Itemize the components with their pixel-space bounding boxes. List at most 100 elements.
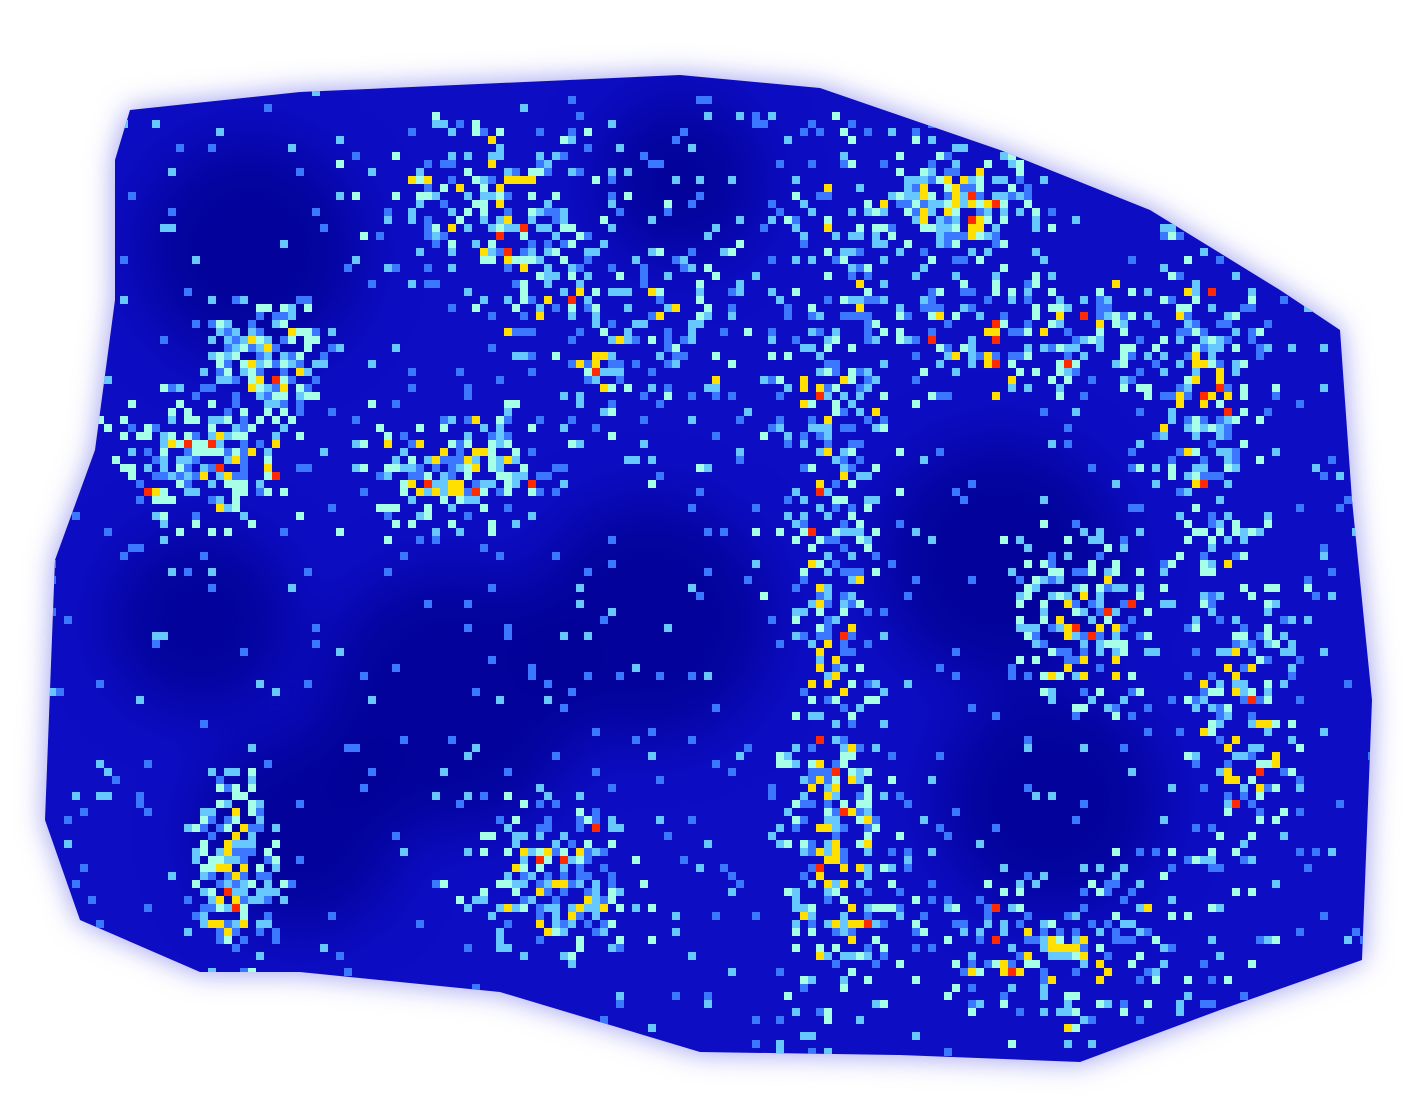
speckle [120,120,128,128]
speckle [696,864,704,872]
speckle [920,304,928,312]
speckle [560,464,568,472]
speckle [1232,648,1240,656]
speckle [120,1016,128,1024]
speckle [256,800,264,808]
speckle [968,576,976,584]
speckle [1208,304,1216,312]
speckle [416,248,424,256]
speckle [192,432,200,440]
speckle [336,1032,344,1040]
speckle [584,896,592,904]
speckle [680,128,688,136]
speckle [360,80,368,88]
speckle [576,808,584,816]
speckle [264,488,272,496]
speckle [952,184,960,192]
speckle [872,424,880,432]
speckle [536,864,544,872]
speckle [160,496,168,504]
speckle [1320,344,1328,352]
speckle [848,464,856,472]
speckle [192,440,200,448]
speckle [992,824,1000,832]
speckle [888,96,896,104]
speckle [1016,576,1024,584]
speckle [1232,800,1240,808]
speckle [800,688,808,696]
speckle [1104,968,1112,976]
speckle [808,776,816,784]
speckle [1168,456,1176,464]
speckle [568,416,576,424]
speckle [80,424,88,432]
speckle [592,304,600,312]
speckle [848,904,856,912]
speckle [296,400,304,408]
speckle [848,75,856,80]
speckle [416,920,424,928]
speckle [1256,768,1264,776]
speckle [520,832,528,840]
speckle [944,208,952,216]
speckle [952,256,960,264]
speckle [1120,360,1128,368]
speckle [1048,672,1056,680]
speckle [824,296,832,304]
speckle [968,960,976,968]
speckle [856,368,864,376]
speckle [816,824,824,832]
speckle [520,280,528,288]
speckle [528,896,536,904]
speckle [240,432,248,440]
speckle [744,576,752,584]
speckle [232,1048,240,1056]
speckle [288,416,296,424]
speckle [552,920,560,928]
speckle [608,176,616,184]
speckle [864,384,872,392]
speckle [424,512,432,520]
speckle [856,312,864,320]
speckle [1008,192,1016,200]
speckle [1096,592,1104,600]
speckle [912,896,920,904]
speckle [1192,856,1200,864]
speckle [192,512,200,520]
speckle [784,432,792,440]
speckle [1192,424,1200,432]
speckle [1048,320,1056,328]
speckle [840,928,848,936]
speckle [520,872,528,880]
speckle [1120,544,1128,552]
speckle [432,224,440,232]
speckle [1216,416,1224,424]
speckle [440,488,448,496]
speckle [872,552,880,560]
speckle [840,824,848,832]
speckle [776,1048,784,1056]
speckle [248,800,256,808]
speckle [48,688,56,696]
speckle [936,224,944,232]
speckle [800,912,808,920]
speckle [1072,336,1080,344]
speckle [96,1016,104,1024]
speckle [480,832,488,840]
speckle [464,944,472,952]
speckle [880,944,888,952]
speckle [1064,352,1072,360]
speckle [792,744,800,752]
speckle [144,760,152,768]
speckle [832,536,840,544]
speckle [976,928,984,936]
speckle [936,240,944,248]
speckle [216,352,224,360]
speckle [1240,384,1248,392]
speckle [160,1016,168,1024]
speckle [560,256,568,264]
speckle [1208,336,1216,344]
speckle [1072,128,1080,136]
speckle [1224,808,1232,816]
